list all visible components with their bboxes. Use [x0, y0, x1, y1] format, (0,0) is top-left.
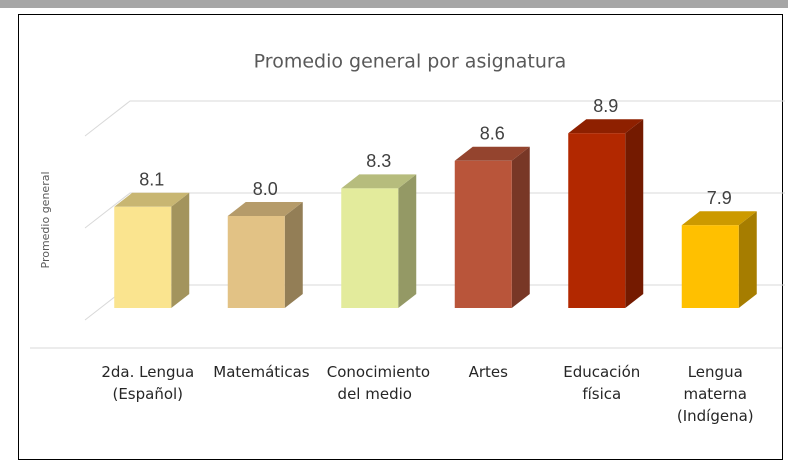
x-tick-label: Educación física	[563, 363, 641, 403]
value-label: 8.1	[139, 170, 164, 190]
bar-side	[171, 192, 190, 308]
bar-side	[511, 146, 530, 308]
bar-top	[114, 192, 190, 207]
bar-top	[568, 119, 644, 134]
bar-top	[227, 202, 303, 216]
value-label: 8.3	[366, 151, 391, 171]
bar	[568, 133, 626, 308]
bar	[454, 160, 512, 308]
value-label: 8.6	[480, 124, 505, 144]
bar	[227, 216, 285, 308]
x-tick-label: 2da. Lengua (Español)	[101, 363, 195, 403]
bar-side	[738, 211, 757, 308]
grid-line	[84, 192, 785, 229]
grid-line	[84, 100, 785, 137]
y-axis-label: Promedio general	[39, 171, 52, 268]
bar	[681, 225, 739, 308]
x-tick-label: Conocimiento del medio	[326, 363, 431, 403]
bar-top	[681, 211, 757, 226]
bar-side	[398, 174, 417, 308]
bar	[114, 206, 172, 308]
x-tick-label: Lengua materna (Indígena)	[676, 363, 754, 425]
bar-side	[284, 202, 303, 308]
chart-title: Promedio general por asignatura	[254, 51, 567, 73]
bar-side	[625, 119, 644, 308]
x-tick-label: Artes	[468, 363, 508, 381]
value-label: 8.0	[253, 179, 278, 199]
bar	[341, 188, 399, 308]
value-label: 7.9	[707, 188, 732, 208]
value-label: 8.9	[593, 96, 618, 116]
top-bar	[0, 0, 788, 8]
x-tick-label: Matemáticas	[213, 363, 310, 381]
bar-top	[454, 146, 530, 161]
bar-top	[341, 174, 417, 189]
